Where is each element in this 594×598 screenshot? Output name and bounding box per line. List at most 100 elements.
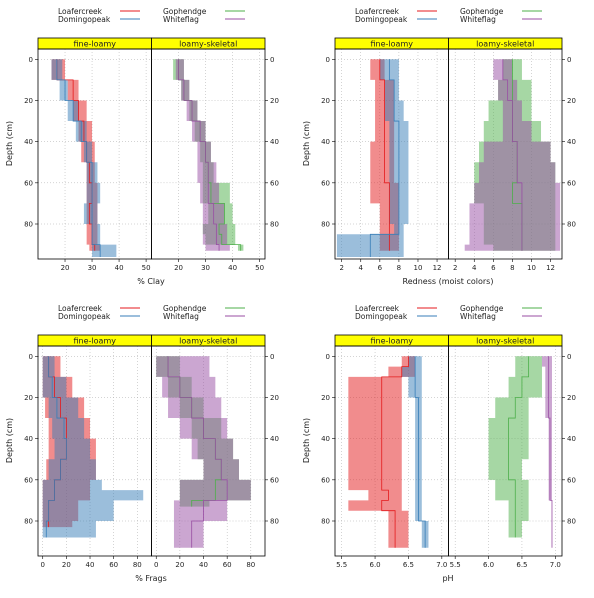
y-tick-label: 0 [270, 56, 274, 64]
x-tick-label: 80 [133, 561, 142, 569]
panel-strip-label: loamy-skeletal [179, 337, 237, 346]
y-tick-label: 40 [567, 435, 576, 443]
y-tick-label: 0 [567, 56, 571, 64]
x-axis-label: % Clay [137, 277, 165, 286]
x-tick-label: 10 [527, 264, 536, 272]
panel-fine-loamy: fine-loamy 0 20 40 60 80 [37, 334, 152, 569]
x-tick-label: 8 [397, 264, 401, 272]
panel-strip-label: fine-loamy [74, 337, 117, 346]
x-tick-label: 30 [88, 264, 97, 272]
y-tick-label: 20 [567, 394, 576, 402]
panel-strip-label: fine-loamy [74, 40, 117, 49]
legend-label: Loafercreek [355, 304, 400, 313]
x-tick-label: 50 [142, 264, 151, 272]
y-tick-label: 20 [24, 394, 33, 402]
median-gophendge [508, 356, 530, 538]
y-tick-label: 60 [321, 476, 330, 484]
panel-strip-label: loamy-skeletal [179, 40, 237, 49]
legend-label: Gophendge [163, 304, 207, 313]
legend-label: Domingopeak [58, 15, 111, 24]
median-whiteflag [178, 59, 220, 251]
panel-frame [448, 345, 563, 557]
x-tick-label: 30 [201, 264, 210, 272]
panel-fine-loamy: fine-loamy 5.5 6.0 6.5 7.0 [334, 334, 449, 569]
x-tick-label: 4 [359, 264, 364, 272]
x-tick-label: 5.5 [336, 561, 347, 569]
panel-strip-label: fine-loamy [371, 40, 414, 49]
y-tick-label: 0 [326, 56, 330, 64]
y-tick-label: 80 [567, 221, 576, 229]
band-whiteflag [541, 356, 552, 548]
median-domingopeak [369, 59, 400, 257]
y-tick-label: 40 [270, 138, 279, 146]
x-tick-label: 7.0 [436, 561, 447, 569]
legend-label: Domingopeak [355, 15, 408, 24]
legend-label: Gophendge [460, 304, 504, 313]
legend-label: Loafercreek [355, 7, 400, 16]
median-whiteflag [548, 356, 553, 548]
x-tick-label: 6.0 [483, 561, 494, 569]
y-axis-label: Depth (cm) [5, 418, 14, 463]
y-axis-label: Depth (cm) [302, 121, 311, 166]
panel-loamy-skeletal: loamy-skeletal 0 20 40 60 80 [151, 334, 266, 569]
y-tick-label: 80 [270, 221, 279, 229]
legend-label: Domingopeak [58, 312, 111, 321]
x-tick-label: 60 [109, 561, 118, 569]
y-tick-label: 20 [567, 97, 576, 105]
x-tick-label: 40 [228, 264, 237, 272]
x-tick-label: 6.0 [369, 561, 380, 569]
median-loafercreek [381, 356, 409, 548]
panel-loamy-skeletal: loamy-skeletal 2 4 6 8 10 12 [448, 37, 563, 272]
x-tick-label: 8 [510, 264, 514, 272]
y-tick-label: 60 [270, 179, 279, 187]
legend-label: Loafercreek [58, 7, 103, 16]
x-tick-label: 6.5 [516, 561, 527, 569]
x-tick-label: 0 [154, 561, 158, 569]
panel-frame [448, 48, 563, 260]
band-whiteflag [175, 59, 230, 251]
x-tick-label: 7.0 [550, 561, 561, 569]
y-tick-label: 80 [24, 518, 33, 526]
y-tick-label: 60 [567, 476, 576, 484]
panel-strip-label: loamy-skeletal [476, 337, 534, 346]
y-tick-label: 80 [24, 221, 33, 229]
x-tick-label: 20 [61, 264, 70, 272]
band-domingopeak [42, 356, 144, 538]
band-gophendge [488, 356, 542, 538]
x-tick-label: 5.5 [450, 561, 461, 569]
y-tick-label: 0 [29, 353, 33, 361]
band-domingopeak [51, 59, 117, 257]
legend-label: Domingopeak [355, 312, 408, 321]
legend-label: Loafercreek [58, 304, 103, 313]
x-tick-label: 12 [546, 264, 555, 272]
panel-loamy-skeletal: loamy-skeletal 20 30 40 50 [151, 37, 266, 272]
x-axis-label: pH [442, 574, 453, 583]
legend-label: Whiteflag [460, 312, 496, 321]
x-tick-label: 20 [174, 264, 183, 272]
legend-label: Whiteflag [163, 15, 199, 24]
x-tick-label: 10 [414, 264, 423, 272]
panel-frame [151, 48, 266, 260]
x-tick-label: 20 [62, 561, 71, 569]
median-loafercreek [379, 59, 390, 251]
x-tick-label: 6 [491, 264, 496, 272]
y-tick-label: 60 [270, 476, 279, 484]
x-tick-label: 50 [255, 264, 264, 272]
panel-fine-loamy: fine-loamy 20 30 40 50 [37, 37, 152, 272]
x-axis-label: Redness (moist colors) [403, 277, 494, 286]
panel-fine-loamy: fine-loamy 2 4 6 8 10 12 [334, 37, 449, 272]
x-tick-label: 12 [433, 264, 442, 272]
y-tick-label: 40 [567, 138, 576, 146]
y-tick-label: 0 [567, 353, 571, 361]
y-tick-label: 0 [326, 353, 330, 361]
x-tick-label: 60 [223, 561, 232, 569]
x-tick-label: 0 [40, 561, 44, 569]
median-domingopeak [56, 59, 101, 257]
y-tick-label: 20 [270, 394, 279, 402]
